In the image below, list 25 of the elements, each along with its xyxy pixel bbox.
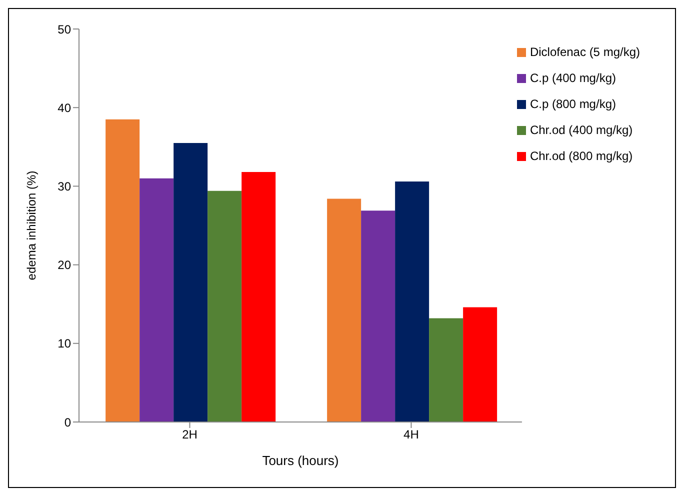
legend-label: Diclofenac (5 mg/kg) [530, 45, 640, 59]
legend-label: Chr.od (800 mg/kg) [530, 149, 633, 163]
x-tick-label: 2H [182, 428, 198, 442]
x-axis-title: Tours (hours) [262, 453, 339, 468]
y-tick-label: 40 [58, 100, 72, 115]
bar [429, 318, 464, 422]
bar [174, 142, 208, 422]
bar [140, 178, 174, 422]
y-tick-label: 20 [58, 258, 72, 272]
y-tick-label: 10 [58, 336, 72, 351]
y-tick-label: 50 [58, 22, 72, 36]
legend-label: C.p (400 mg/kg) [530, 71, 616, 85]
bar [242, 172, 276, 422]
y-axis-title: edema inhibition (%) [24, 170, 38, 280]
y-tick-label: 30 [58, 179, 72, 194]
legend-label: Chr.od (400 mg/kg) [530, 123, 633, 137]
x-tick-label: 4H [404, 428, 419, 442]
bar [106, 119, 140, 422]
legend-label: C.p (800 mg/kg) [530, 97, 616, 111]
bar [395, 181, 430, 422]
bar [327, 198, 362, 422]
y-tick-label: 0 [64, 415, 72, 430]
bar [208, 190, 242, 422]
bar [361, 210, 396, 422]
bar [463, 307, 498, 422]
